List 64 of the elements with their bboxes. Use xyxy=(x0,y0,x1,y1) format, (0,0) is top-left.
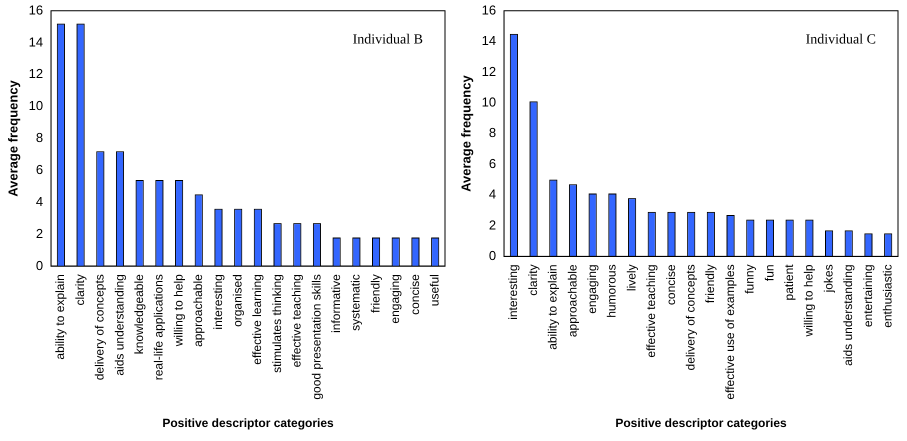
annotation: Individual B xyxy=(352,32,423,48)
x-tick-label: approachable xyxy=(191,274,206,347)
x-tick-label: systematic xyxy=(348,274,363,331)
x-tick-label: real-life applications xyxy=(152,274,166,380)
x-tick-label: concise xyxy=(664,264,678,306)
y-tick-label: 4 xyxy=(488,186,496,202)
x-tick-label: friendly xyxy=(368,274,382,313)
x-tick-label: ability to explain xyxy=(546,264,560,350)
x-tick-label: willing to help xyxy=(802,264,816,338)
x-tick-label: ability to explain xyxy=(53,274,68,360)
x-tick-label: patient xyxy=(782,264,796,300)
x-tick-label: effective teaching xyxy=(644,264,658,358)
x-tick-label: engaging xyxy=(388,274,402,324)
y-tick-label: 14 xyxy=(482,33,496,48)
x-axis-title: Positive descriptor categories xyxy=(615,416,788,430)
y-axis-title: Average frequency xyxy=(458,74,474,192)
y-tick-label: 16 xyxy=(482,2,496,18)
x-tick-label: enthusiastic xyxy=(880,264,894,328)
y-tick-label: 6 xyxy=(488,156,496,171)
y-tick-label: 4 xyxy=(36,194,44,209)
y-tick-label: 12 xyxy=(482,64,496,79)
x-tick-label: fun xyxy=(762,264,776,282)
x-tick-label: aids understanding xyxy=(112,274,126,376)
x-tick-label: delivery of concepts xyxy=(92,274,107,380)
x-tick-label: knowledgeable xyxy=(132,274,146,354)
x-tick-label: interesting xyxy=(210,274,225,330)
y-tick-label: 12 xyxy=(28,66,44,82)
x-tick-label: concise xyxy=(408,274,422,315)
x-tick-label: stimulates thinking xyxy=(270,274,284,373)
x-tick-label: entertaining xyxy=(860,264,875,328)
y-tick-label: 2 xyxy=(36,226,44,241)
y-axis-title: Average frequency xyxy=(5,79,20,197)
y-tick-label: 8 xyxy=(488,125,496,140)
x-tick-label: willing to help xyxy=(171,274,186,348)
y-tick-label: 10 xyxy=(28,98,44,114)
x-tick-label: lively xyxy=(624,264,638,292)
x-tick-label: useful xyxy=(427,274,442,306)
y-tick-label: 0 xyxy=(488,248,496,263)
annotation: Individual C xyxy=(806,32,876,48)
x-axis-title: Positive descriptor categories xyxy=(162,416,334,430)
x-tick-label: good presentation skills xyxy=(309,274,324,400)
x-tick-label: approachable xyxy=(565,264,580,338)
y-tick-label: 8 xyxy=(36,130,44,146)
y-tick-label: 0 xyxy=(36,258,44,273)
x-tick-label: clarity xyxy=(72,274,87,306)
x-tick-label: organised xyxy=(230,274,244,327)
x-tick-label: delivery of concepts xyxy=(683,264,698,370)
y-tick-label: 10 xyxy=(482,94,496,110)
y-tick-label: 14 xyxy=(28,34,44,50)
y-tick-label: 16 xyxy=(28,2,44,18)
x-tick-label: humorous xyxy=(604,264,619,318)
x-tick-label: effective teaching xyxy=(290,274,304,368)
x-tick-label: jokes xyxy=(821,264,836,294)
y-tick-label: 6 xyxy=(36,162,44,177)
x-tick-label: informative xyxy=(328,274,343,333)
x-tick-label: engaging xyxy=(585,264,600,314)
x-tick-label: aids understanding xyxy=(841,264,856,366)
x-tick-label: effective learning xyxy=(250,274,264,365)
x-tick-label: funny xyxy=(742,264,757,294)
x-tick-label: clarity xyxy=(526,264,540,296)
x-tick-label: interesting xyxy=(506,264,520,320)
x-tick-label: effective use of examples xyxy=(722,264,737,400)
x-tick-label: friendly xyxy=(703,264,718,304)
y-tick-label: 2 xyxy=(488,217,496,232)
